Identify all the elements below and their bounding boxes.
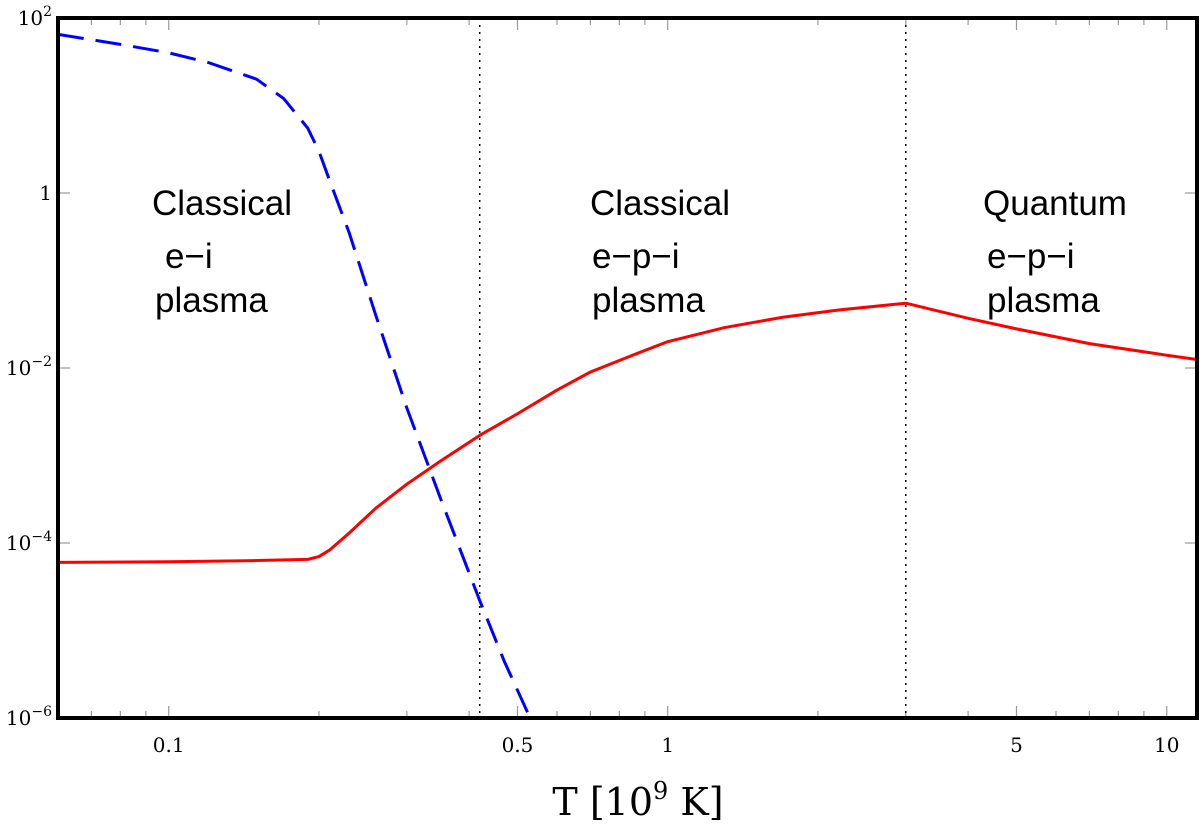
y-tick-label: 10−4 xyxy=(6,529,52,555)
blue-dashed-curve xyxy=(58,32,532,718)
x-tick-label: 0.5 xyxy=(502,733,534,757)
plot-frame xyxy=(56,16,1199,720)
region-quantum-epi-line-3: plasma xyxy=(987,281,1100,320)
region-label-quantum-epi: Quantum e−p−i plasma xyxy=(983,184,1127,320)
y-tick-label: 10−6 xyxy=(6,704,52,730)
region-boundaries xyxy=(478,18,907,718)
region-classical-epi-line-2: e−p−i xyxy=(592,237,680,276)
y-tick-label: 1 xyxy=(39,181,52,205)
region-label-classical-ei: Classical e−i plasma xyxy=(152,184,292,320)
y-tick-labels: 102 1 10−2 10−4 10−6 xyxy=(6,4,52,730)
region-classical-ei-line-1: Classical xyxy=(152,184,292,223)
region-labels: Classical e−i plasma Classical e−p−i pla… xyxy=(152,184,1127,320)
region-classical-epi-line-1: Classical xyxy=(590,184,730,223)
x-tick-label: 5 xyxy=(1010,733,1023,757)
y-tick-label: 10−2 xyxy=(6,354,52,380)
y-tick-label: 102 xyxy=(18,4,52,30)
region-classical-epi-line-3: plasma xyxy=(592,281,705,320)
series-layer xyxy=(58,32,1197,718)
x-tick-labels: 0.1 0.5 1 5 10 xyxy=(153,733,1180,757)
region-classical-ei-line-2: e−i xyxy=(165,237,213,276)
region-label-classical-epi: Classical e−p−i plasma xyxy=(590,184,730,320)
red-solid-curve xyxy=(58,301,1197,564)
minor-ticks xyxy=(57,17,1197,719)
x-tick-label: 0.1 xyxy=(153,733,185,757)
x-tick-label: 1 xyxy=(661,733,674,757)
region-quantum-epi-line-2: e−p−i xyxy=(987,237,1075,276)
region-quantum-epi-line-1: Quantum xyxy=(983,184,1127,223)
x-axis-title: T [109 K] xyxy=(552,777,723,824)
x-tick-label: 10 xyxy=(1154,733,1179,757)
region-classical-ei-line-3: plasma xyxy=(155,281,268,320)
